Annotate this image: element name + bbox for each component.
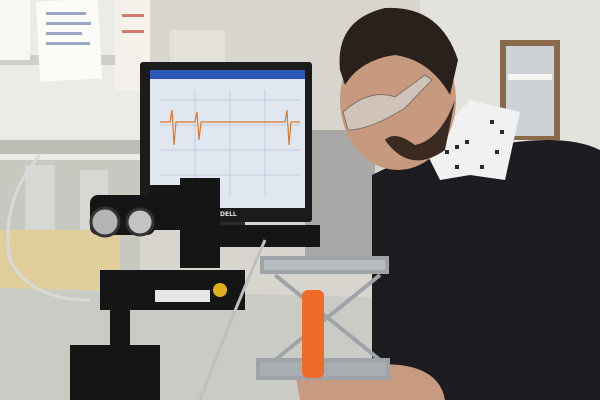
collar-check — [445, 120, 504, 169]
paper-sheet — [0, 0, 30, 60]
signal-trace — [160, 109, 300, 146]
lens — [89, 206, 121, 238]
paper-print — [46, 12, 144, 45]
window-title-bar — [150, 70, 305, 79]
monitor-brand: DELL — [220, 211, 237, 218]
sweater — [372, 140, 600, 400]
hair — [339, 7, 458, 96]
ceiling-light — [508, 74, 552, 80]
lens — [125, 207, 155, 237]
beard — [385, 100, 455, 161]
orange-clip — [302, 290, 324, 378]
bottle — [25, 165, 55, 235]
paper-sheet — [35, 0, 103, 82]
cable — [6, 154, 91, 302]
shelf — [0, 140, 150, 154]
label-sticker — [155, 290, 210, 302]
cable — [198, 239, 267, 400]
shirt-collar — [425, 100, 520, 180]
knob — [213, 283, 227, 297]
safety-glasses — [342, 74, 433, 131]
plot-grid — [160, 90, 300, 195]
